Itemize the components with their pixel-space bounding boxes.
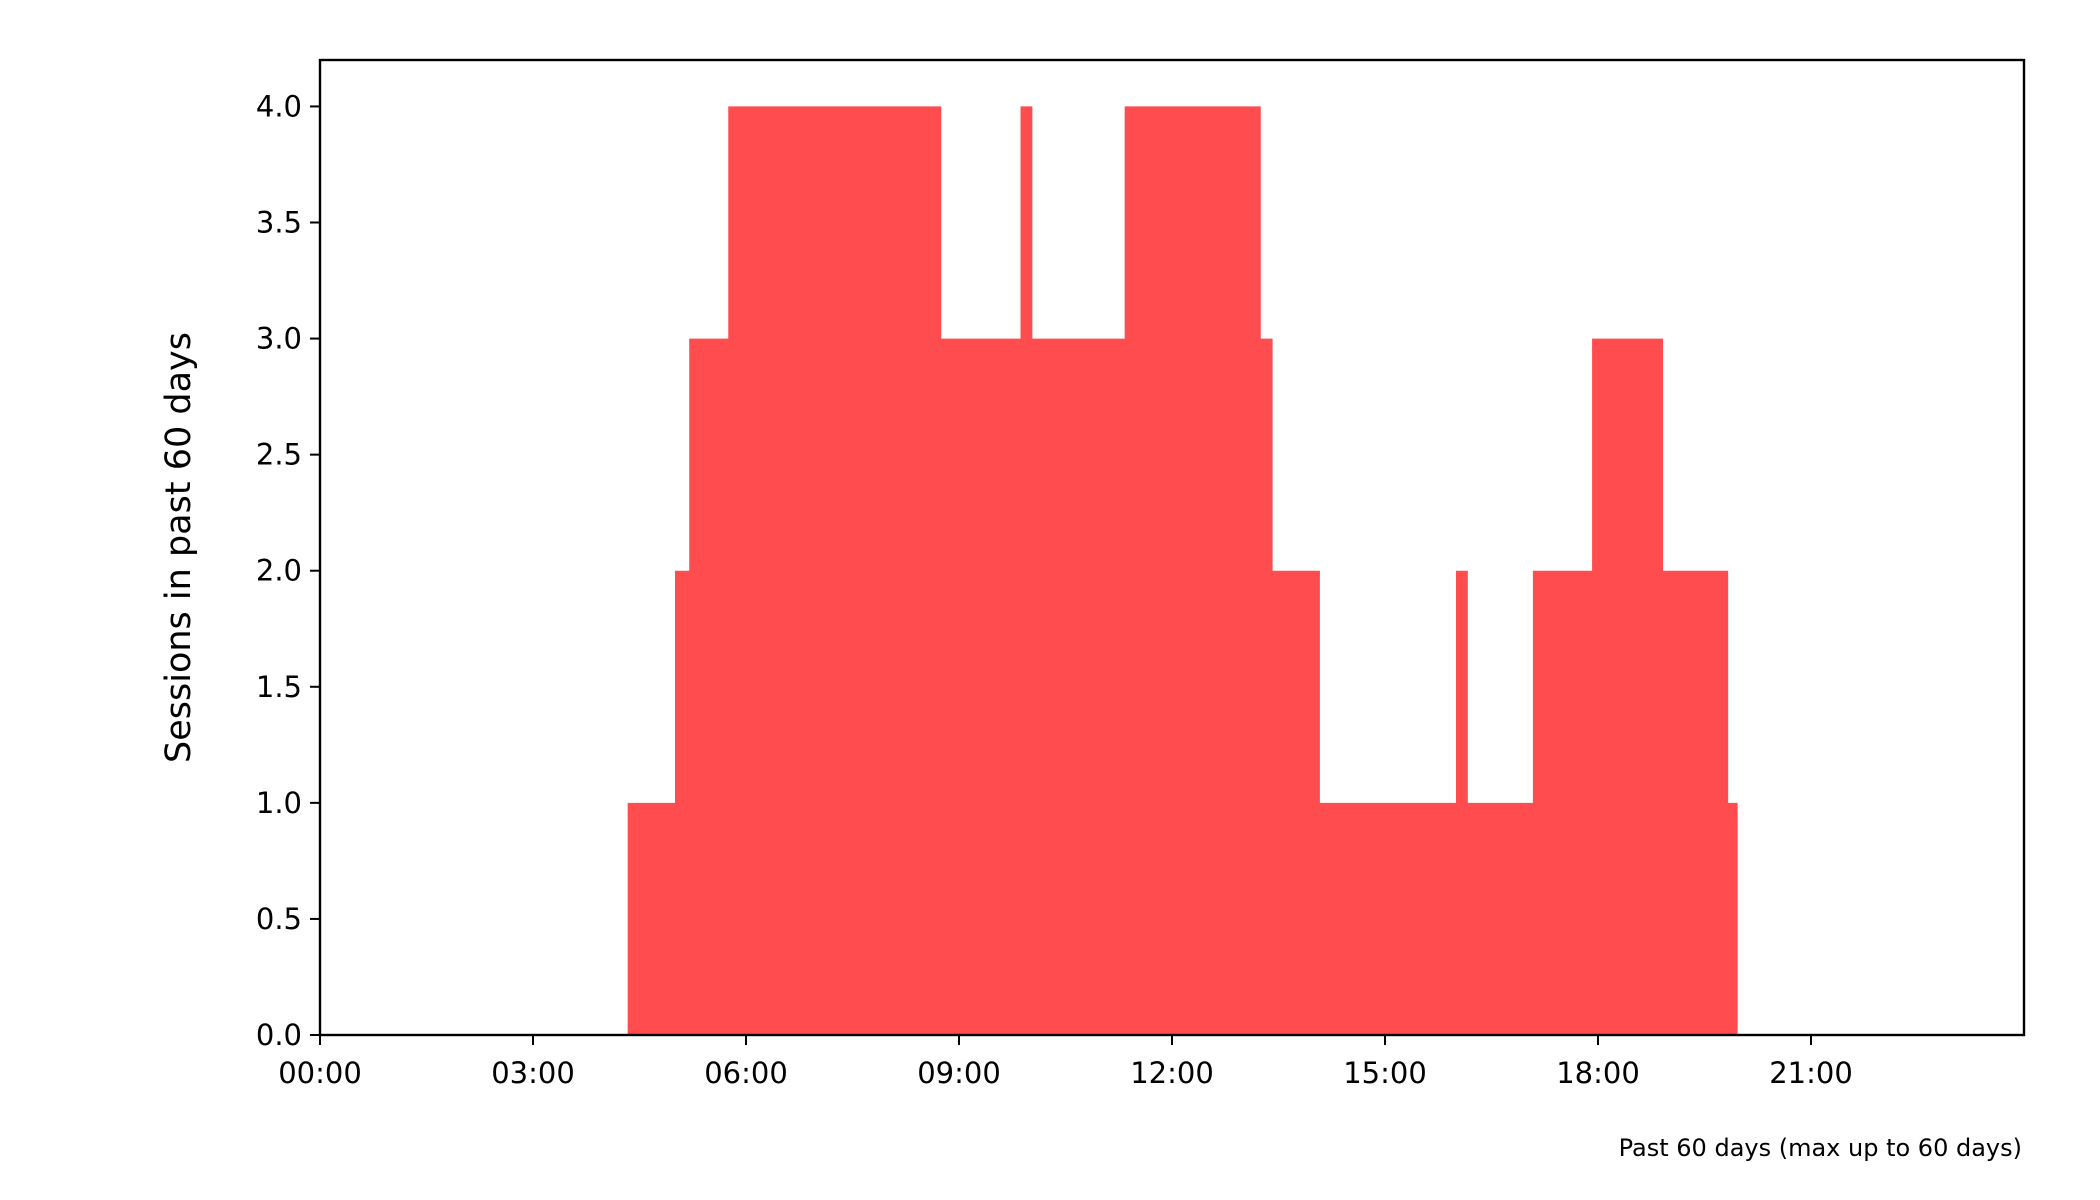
x-tick-label: 06:00 (704, 1056, 788, 1090)
x-axis: 00:00 03:00 06:00 09:00 12:00 15:00 18:00 21:00 (278, 1035, 1853, 1090)
series-area-0 (320, 106, 2024, 1035)
x-tick-label: 15:00 (1343, 1056, 1427, 1090)
y-axis: 0.0 0.5 1.0 1.5 2.0 2.5 3.0 3.5 4.0 (256, 89, 320, 1052)
x-tick-label: 21:00 (1769, 1056, 1853, 1090)
x-tick-label: 03:00 (491, 1056, 575, 1090)
y-tick-label: 3.5 (256, 206, 302, 240)
area-layer (320, 106, 2024, 1035)
x-tick-label: 18:00 (1556, 1056, 1640, 1090)
x-tick-label: 12:00 (1130, 1056, 1214, 1090)
y-tick-label: 0.0 (256, 1018, 302, 1052)
y-tick-label: 1.5 (256, 670, 302, 704)
x-tick-label: 09:00 (917, 1056, 1001, 1090)
y-tick-label: 3.0 (256, 322, 302, 356)
y-tick-label: 1.0 (256, 786, 302, 820)
y-axis-title: Sessions in past 60 days (159, 332, 199, 763)
y-tick-label: 0.5 (256, 902, 302, 936)
y-tick-label: 2.0 (256, 554, 302, 588)
y-tick-label: 2.5 (256, 438, 302, 472)
y-tick-label: 4.0 (256, 89, 302, 123)
footnote: Past 60 days (max up to 60 days) (1619, 1134, 2022, 1162)
x-tick-label: 00:00 (278, 1056, 362, 1090)
